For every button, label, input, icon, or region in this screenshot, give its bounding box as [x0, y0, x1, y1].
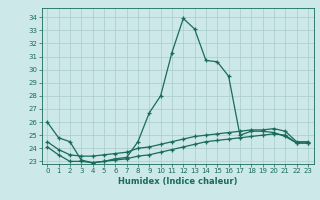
- X-axis label: Humidex (Indice chaleur): Humidex (Indice chaleur): [118, 177, 237, 186]
